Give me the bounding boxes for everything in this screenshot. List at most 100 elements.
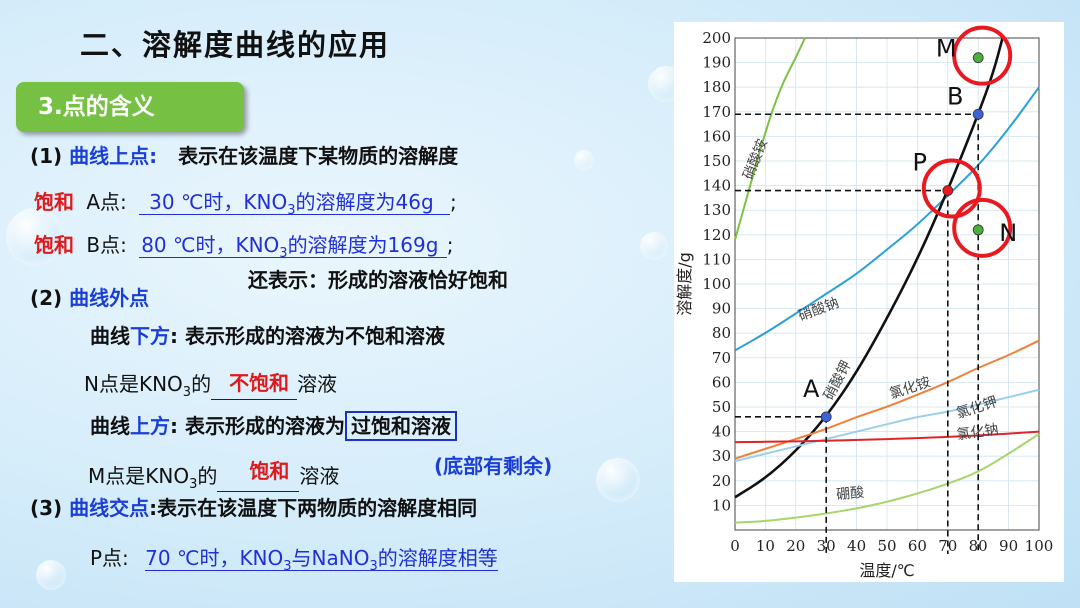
y-tick-label: 60 <box>712 373 731 391</box>
point-a-prefix: 饱和 <box>34 190 74 214</box>
series-label-硼酸: 硼酸 <box>836 485 865 503</box>
y-tick-label: 30 <box>712 447 731 465</box>
solubility-chart-panel: 0 10 20 30 40 50 60 70 80 90 100 10 20 30 40 50 60 70 80 90… <box>674 22 1064 582</box>
solubility-chart: 0 10 20 30 40 50 60 70 80 90 100102030405060708090… <box>675 25 1054 580</box>
series-label-氯化钾: 氯化钾 <box>955 394 1000 422</box>
x-tick-label: 50 <box>877 537 896 555</box>
y-tick-label: 40 <box>712 423 731 441</box>
y-tick-label: 160 <box>702 127 731 145</box>
y-tick-label: 190 <box>702 54 731 72</box>
series-line-氯化铵 <box>734 339 1040 460</box>
y-tick-label: 110 <box>702 250 731 268</box>
plot-frame <box>734 37 1040 531</box>
also-means-text: 还表示：形成的溶液恰好饱和 <box>248 268 508 292</box>
series-line-氯化钠 <box>734 430 1040 444</box>
y-tick-label: 170 <box>702 103 731 121</box>
series-line-硝酸钠 <box>734 86 1040 352</box>
point-n-blank: 不饱和 <box>211 371 298 400</box>
series-line-硼酸 <box>734 433 1040 524</box>
section-1-heading: (1) 曲线上点: 表示在该温度下某物质的溶解度 <box>30 140 458 169</box>
section-2-label: (2) <box>30 286 63 310</box>
above-desc: 表示形成的溶液为 <box>184 414 345 438</box>
series-line-硝酸铵 <box>734 37 806 240</box>
series-line-硝酸钾 <box>734 37 1004 499</box>
point-p-line: P点: 70 ℃时，KNO3与NaNO3的溶解度相等 <box>90 542 498 574</box>
point-b-line: 饱和 B点: 80 ℃时，KNO3的溶解度为169g ; <box>34 229 454 261</box>
y-tick-label: 140 <box>702 177 731 195</box>
section-2-heading: (2) 曲线外点 <box>30 282 149 311</box>
point-m-blank: 饱和 <box>217 459 300 492</box>
decor-bubble <box>640 232 668 260</box>
data-point-N <box>972 224 984 236</box>
below-curve-line: 曲线下方: 表示形成的溶液为不饱和溶液 <box>90 324 445 348</box>
y-tick-label: 150 <box>702 152 731 170</box>
highlight-circle-M <box>952 25 1013 86</box>
point-a-line: 饱和 A点: 30 ℃时，KNO3的溶解度为46g ; <box>34 186 457 218</box>
section-1-desc: 表示在该温度下某物质的溶解度 <box>178 144 459 168</box>
point-n-line: N点是KNO3的 不饱和 溶液 <box>84 368 337 400</box>
x-tick-label: 20 <box>786 537 805 555</box>
point-label-N: N <box>999 219 1017 247</box>
point-b-label: B点: <box>86 233 127 257</box>
data-point-P <box>942 185 954 196</box>
point-label-P: P <box>913 149 927 177</box>
y-tick-label: 180 <box>702 78 731 96</box>
point-m-line: M点是KNO3的 饱和 溶液 <box>88 459 339 492</box>
y-tick-label: 10 <box>712 496 731 514</box>
x-tick-label: 10 <box>756 537 775 555</box>
point-p-label: P点: <box>90 546 129 570</box>
point-n-fill: 不饱和 <box>229 371 290 395</box>
bottom-residue-note: (底部有剩余) <box>434 454 553 478</box>
point-a-label: A点: <box>86 190 127 214</box>
y-tick-label: 50 <box>712 398 731 416</box>
section-3-heading: (3) 曲线交点:表示在该温度下两物质的溶解度相同 <box>30 492 477 521</box>
data-point-B <box>972 108 984 120</box>
decor-bubble <box>6 208 64 266</box>
x-tick-label: 100 <box>1025 537 1054 555</box>
y-tick-label: 90 <box>712 300 731 318</box>
section-badge: 3.点的含义 <box>16 82 244 132</box>
x-axis-label: 温度/℃ <box>859 561 914 580</box>
supersaturated-box: 过饱和溶液 <box>344 411 457 441</box>
below-keyword: 下方 <box>130 324 170 348</box>
point-b-fill: 80 ℃时，KNO3的溶解度为169g <box>139 233 447 261</box>
y-tick-label: 70 <box>712 349 731 367</box>
highlight-circle-N <box>952 197 1013 258</box>
decor-bubble <box>36 560 66 590</box>
section-2-keyword: 曲线外点 <box>69 286 150 310</box>
y-axis-label: 溶解度/g <box>675 252 694 316</box>
above-keyword: 上方 <box>130 414 170 438</box>
section-3-desc: :表示在该温度下两物质的溶解度相同 <box>149 496 478 520</box>
page-title: 二、溶解度曲线的应用 <box>80 28 391 62</box>
section-3-label: (3) <box>30 496 63 520</box>
y-tick-label: 100 <box>702 275 731 293</box>
point-a-fill: 30 ℃时，KNO3的溶解度为46g <box>139 190 451 218</box>
x-tick-label: 60 <box>908 537 927 555</box>
data-point-M <box>972 52 984 64</box>
point-a-end: ; <box>450 190 457 214</box>
y-tick-label: 80 <box>712 324 731 342</box>
series-line-氯化钾 <box>734 388 1040 463</box>
y-tick-label: 200 <box>702 29 731 47</box>
data-point-A <box>820 411 832 423</box>
point-m-fill: 饱和 <box>249 459 290 483</box>
section-3-keyword: 曲线交点 <box>69 496 150 520</box>
x-tick-label: 30 <box>817 537 836 555</box>
above-curve-line: 曲线上方: 表示形成的溶液为 过饱和溶液 <box>90 410 457 441</box>
highlight-circle-P <box>921 158 982 219</box>
point-label-M: M <box>936 35 957 63</box>
x-tick-label: 0 <box>730 537 740 555</box>
y-tick-label: 130 <box>702 201 731 219</box>
decor-bubble <box>596 458 640 502</box>
point-b-prefix: 饱和 <box>34 233 74 257</box>
section-1-keyword: 曲线上点: <box>69 144 158 168</box>
below-desc: 表示形成的溶液为不饱和溶液 <box>184 324 445 348</box>
series-label-氯化钠: 氯化钠 <box>956 422 1000 444</box>
point-b-end: ; <box>446 233 454 257</box>
decor-bubble <box>574 150 594 170</box>
point-label-B: B <box>947 82 963 110</box>
x-tick-label: 40 <box>847 537 866 555</box>
point-label-A: A <box>803 375 820 403</box>
y-tick-label: 20 <box>712 472 731 490</box>
x-tick-label: 90 <box>999 537 1018 555</box>
